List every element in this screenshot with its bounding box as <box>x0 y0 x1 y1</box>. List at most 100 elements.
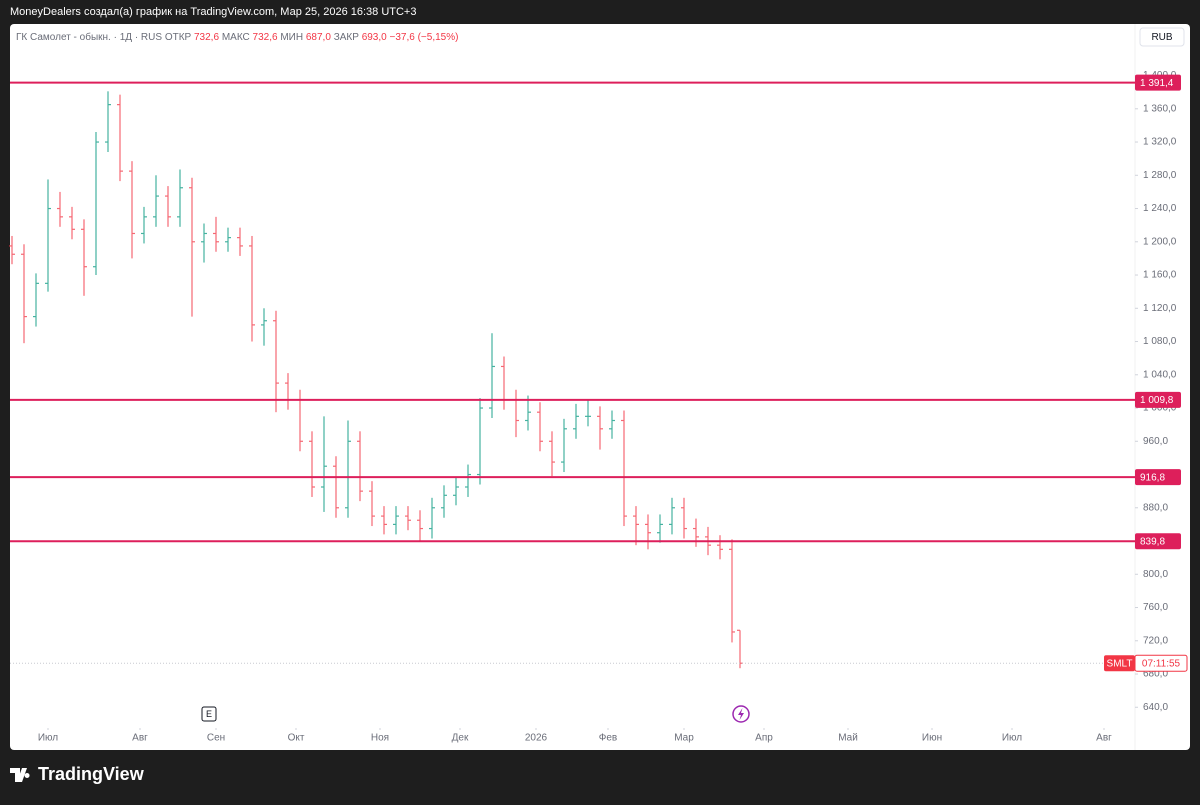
legend-item-value: 732,6 <box>253 32 278 43</box>
ohlc-bar <box>549 431 555 477</box>
ohlc-bar <box>717 535 723 560</box>
level-label-bg <box>1135 74 1181 91</box>
ohlc-bar <box>405 506 411 531</box>
ohlc-bar <box>381 506 387 535</box>
y-tick-label: 800,0 <box>1143 569 1168 580</box>
y-tick-label: 640,0 <box>1143 702 1168 713</box>
ohlc-bar <box>237 227 243 256</box>
lightning-icon <box>738 708 744 720</box>
ohlc-bar <box>597 406 603 450</box>
ohlc-bar <box>21 244 27 344</box>
level-label-bg <box>1135 533 1181 550</box>
ohlc-bar <box>657 514 663 543</box>
level-label: 1 009,8 <box>1140 395 1174 406</box>
currency: RUB <box>1151 32 1172 43</box>
ohlc-bar <box>489 333 495 419</box>
ohlc-bar <box>573 403 579 439</box>
ohlc-bar <box>369 481 375 527</box>
ohlc-bar <box>225 227 231 252</box>
y-tick-label: 1 120,0 <box>1143 303 1177 314</box>
ohlc-bar <box>81 219 87 296</box>
ohlc-bar <box>189 177 195 317</box>
ohlc-bar <box>621 410 627 527</box>
ohlc-bar <box>453 477 459 506</box>
ohlc-bar <box>321 416 327 512</box>
x-tick-label: Фев <box>599 733 617 744</box>
level-label: 916,8 <box>1140 472 1165 483</box>
x-tick-label: Авг <box>132 733 148 744</box>
y-tick-label: 1 240,0 <box>1143 203 1177 214</box>
ohlc-bar <box>201 223 207 263</box>
y-tick-label: 680,0 <box>1143 669 1168 680</box>
ohlc-bar <box>9 235 15 265</box>
ohlc-bar <box>261 308 267 346</box>
ohlc-bar <box>357 431 363 502</box>
event-marker[interactable] <box>201 706 217 722</box>
ohlc-bar <box>645 514 651 550</box>
legend-item-value: 732,6 <box>194 32 219 43</box>
ohlc-bar <box>561 418 567 473</box>
x-tick-label: Ноя <box>371 733 389 744</box>
ohlc-bar <box>441 485 447 518</box>
x-tick-label: 2026 <box>525 733 548 744</box>
legend-item-name: МАКС <box>222 32 250 43</box>
y-tick-label: 1 160,0 <box>1143 270 1177 281</box>
ohlc-bar <box>393 506 399 535</box>
legend-item-value: 693,0 <box>362 32 387 43</box>
ohlc-bar <box>153 175 159 227</box>
legend-change-pct: (−5,15%) <box>418 32 459 43</box>
symbol-label: SMLT <box>1107 658 1133 669</box>
y-tick-label: 1 200,0 <box>1143 236 1177 247</box>
logo-icon <box>10 768 30 782</box>
ohlc-bar <box>525 395 531 431</box>
x-tick-label: Июл <box>38 733 58 744</box>
ohlc-bar <box>93 132 99 276</box>
ohlc-bar <box>129 161 135 259</box>
x-tick-label: Окт <box>288 733 305 744</box>
legend-item-value: 687,0 <box>306 32 331 43</box>
ohlc-bar <box>141 206 147 244</box>
ohlc-bar <box>273 310 279 413</box>
legend-item-name: МИН <box>280 32 303 43</box>
level-label-bg <box>1135 469 1181 486</box>
legend-change: −37,6 <box>390 32 416 43</box>
countdown-bg <box>1134 654 1188 672</box>
y-tick-label: 1 080,0 <box>1143 336 1177 347</box>
legend-item-name: ОТКР <box>165 32 192 43</box>
x-tick-label: Сен <box>207 733 225 744</box>
x-tick-label: Июл <box>1002 733 1022 744</box>
ohlc-bar <box>681 497 687 539</box>
y-tick-label: 880,0 <box>1143 502 1168 513</box>
y-tick-label: 1 000,0 <box>1143 403 1177 414</box>
level-label: 839,8 <box>1140 536 1165 547</box>
ohlc-bar <box>477 398 483 485</box>
ohlc-bar <box>177 169 183 227</box>
ohlc-bar <box>333 456 339 518</box>
header-text: MoneyDealers создал(а) график на Trading… <box>10 6 416 18</box>
legend: ГК Самолет - обыкн. · 1Д · RUS ОТКР 732,… <box>16 31 458 43</box>
countdown: 07:11:55 <box>1142 658 1181 669</box>
level-label: 1 391,4 <box>1140 78 1174 89</box>
ohlc-bar <box>165 186 171 227</box>
symbol-label-bg <box>1104 655 1135 672</box>
ohlc-bar <box>633 506 639 546</box>
currency-button[interactable] <box>1139 27 1185 47</box>
event-label: E <box>206 709 212 719</box>
x-tick-label: Июн <box>922 733 942 744</box>
y-tick-label: 760,0 <box>1143 602 1168 613</box>
y-tick-label: 1 040,0 <box>1143 369 1177 380</box>
y-tick-label: 960,0 <box>1143 436 1168 447</box>
ohlc-bar <box>57 191 63 227</box>
ohlc-bar <box>417 510 423 542</box>
ohlc-bar <box>309 431 315 497</box>
chart-area <box>10 24 1190 750</box>
y-tick-label: 720,0 <box>1143 635 1168 646</box>
ohlc-bar <box>69 206 75 240</box>
x-tick-label: Мар <box>674 733 694 744</box>
ohlc-bar <box>45 179 51 292</box>
ohlc-bar <box>33 273 39 327</box>
ohlc-bar <box>429 497 435 539</box>
logo-text: TradingView <box>38 764 145 784</box>
